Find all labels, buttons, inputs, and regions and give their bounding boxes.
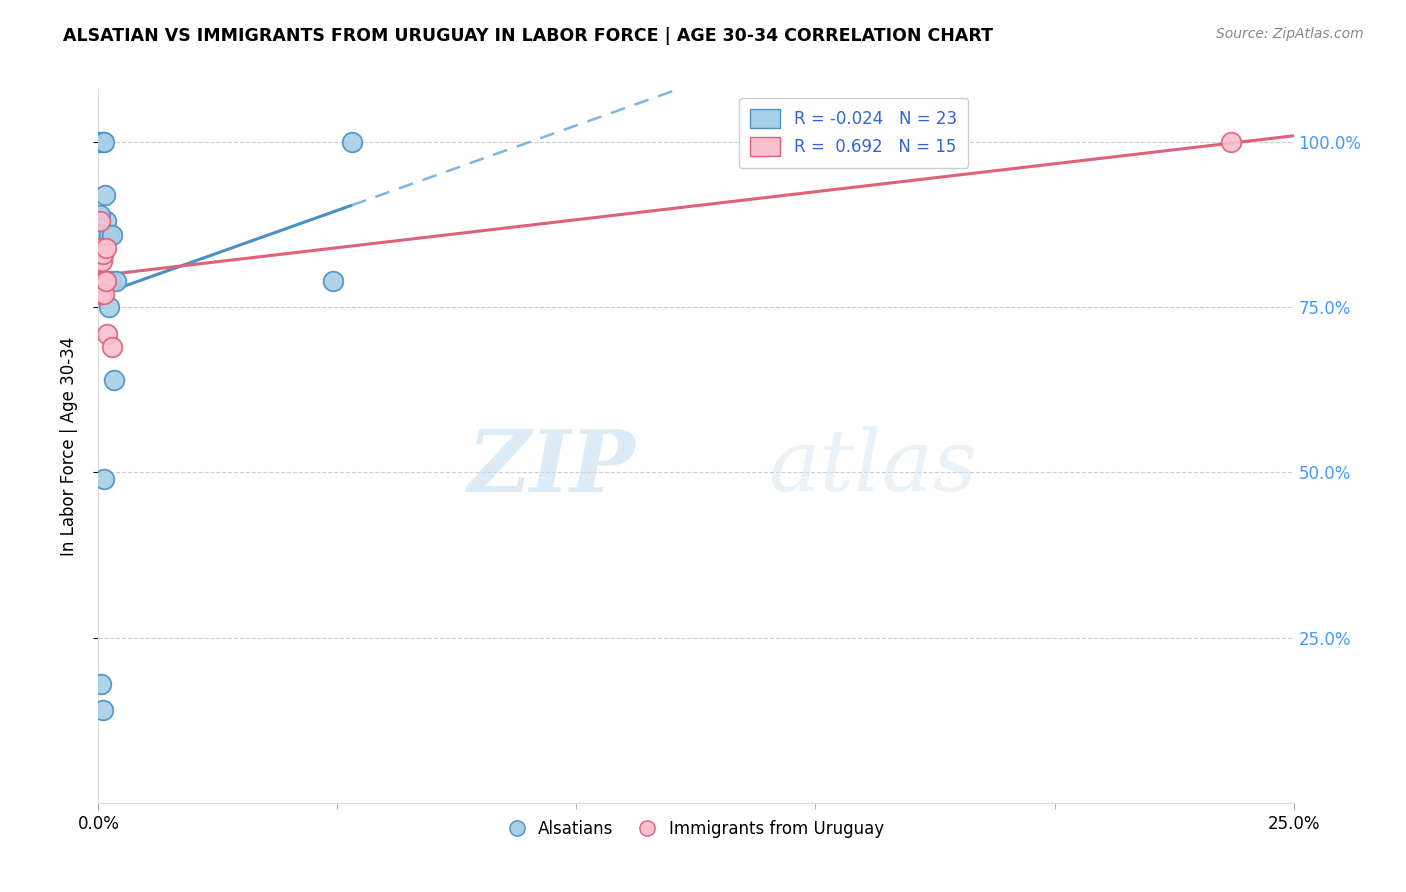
Point [91, 135, 114, 149]
Point [93, 287, 115, 301]
Point [89, 241, 111, 255]
Point [90, 677, 112, 691]
Point [93, 472, 115, 486]
Point [93, 274, 115, 288]
Text: ALSATIAN VS IMMIGRANTS FROM URUGUAY IN LABOR FORCE | AGE 30-34 CORRELATION CHART: ALSATIAN VS IMMIGRANTS FROM URUGUAY IN L… [63, 27, 993, 45]
Point [91, 254, 114, 268]
Point [90, 287, 112, 301]
Y-axis label: In Labor Force | Age 30-34: In Labor Force | Age 30-34 [59, 336, 77, 556]
Point [90, 254, 112, 268]
Point [100, 274, 122, 288]
Point [101, 340, 124, 354]
Point [89, 247, 111, 261]
Point [89, 221, 111, 235]
Legend: Alsatians, Immigrants from Uruguay: Alsatians, Immigrants from Uruguay [502, 814, 890, 845]
Point [89, 135, 111, 149]
Point [340, 135, 363, 149]
Point [89, 241, 111, 255]
Point [93, 135, 115, 149]
Text: atlas: atlas [768, 426, 977, 508]
Point [101, 227, 124, 242]
Point [91, 703, 114, 717]
Text: Source: ZipAtlas.com: Source: ZipAtlas.com [1216, 27, 1364, 41]
Point [94, 241, 117, 255]
Text: ZIP: ZIP [468, 425, 637, 509]
Point [94, 214, 117, 228]
Point [97, 227, 120, 242]
Point [97, 300, 120, 314]
Point [322, 274, 344, 288]
Point [96, 326, 118, 341]
Point [89, 208, 111, 222]
Point [103, 373, 125, 387]
Point [94, 274, 117, 288]
Point [94, 188, 117, 202]
Point [89, 214, 111, 228]
Point [104, 274, 127, 288]
Point [1220, 135, 1243, 149]
Point [90, 247, 112, 261]
Point [94, 227, 117, 242]
Point [91, 247, 114, 261]
Point [89, 227, 111, 242]
Point [90, 287, 112, 301]
Point [89, 274, 111, 288]
